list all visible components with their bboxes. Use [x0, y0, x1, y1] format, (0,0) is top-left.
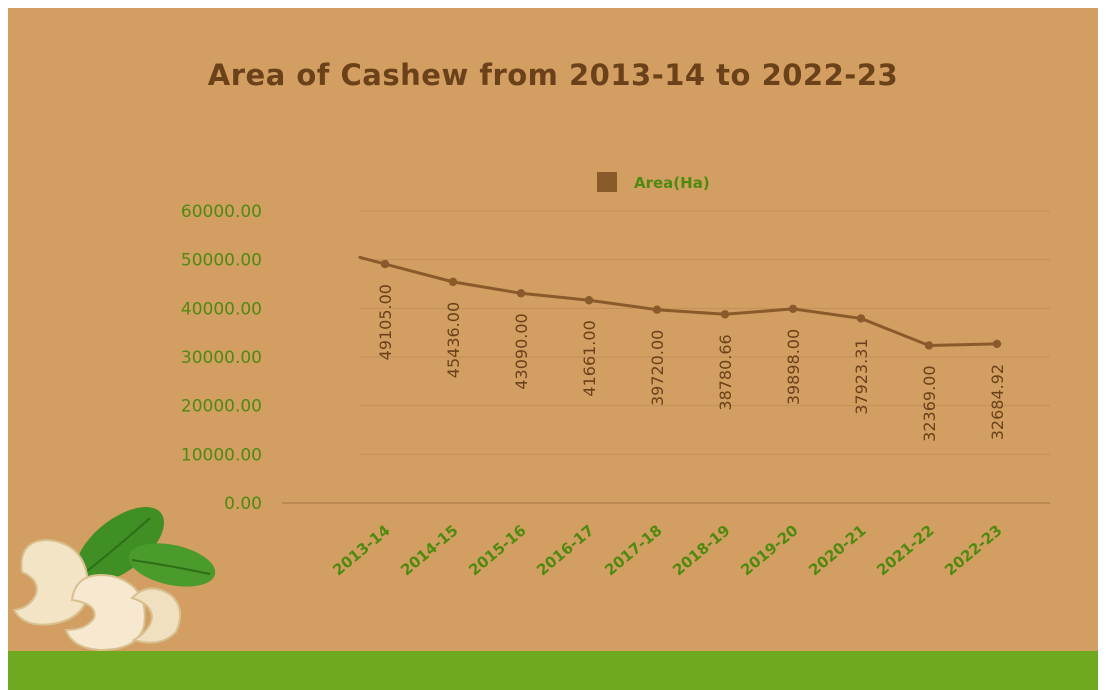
x-tick-label: 2016-17: [533, 521, 597, 579]
cashew-illustration: [12, 506, 216, 652]
x-tick-label: 2021-22: [873, 521, 937, 579]
data-point: [924, 341, 934, 350]
x-tick-label: 2015-16: [465, 521, 529, 579]
x-tick-label: 2022-23: [941, 521, 1005, 579]
y-tick-label: 60000.00: [181, 202, 262, 222]
chart-background-panel: [8, 8, 1098, 651]
x-tick-label: 2014-15: [397, 521, 461, 579]
data-point: [720, 310, 730, 319]
y-tick-label: 30000.00: [181, 348, 262, 368]
y-tick-label: 50000.00: [181, 251, 262, 271]
data-point: [584, 296, 594, 305]
x-tick-label: 2020-21: [805, 521, 869, 579]
data-label: 38780.66: [716, 334, 735, 410]
footer-band: [8, 651, 1098, 690]
y-axis-ticks: 0.00 10000.00 20000.00 30000.00 40000.00 5000…: [181, 202, 262, 514]
data-point: [992, 339, 1002, 349]
data-label: 45436.00: [444, 302, 463, 378]
chart-title: Area of Cashew from 2013-14 to 2022-23: [207, 58, 899, 92]
data-label: 32369.00: [920, 365, 939, 441]
y-tick-label: 20000.00: [181, 397, 262, 417]
data-point: [380, 259, 390, 269]
gridlines: [282, 210, 1050, 504]
legend-label: Area(Ha): [634, 174, 710, 192]
x-tick-label: 2019-20: [737, 521, 801, 579]
data-point: [856, 314, 866, 323]
data-label: 37923.31: [852, 338, 871, 414]
data-point: [448, 277, 458, 287]
y-tick-label: 0.00: [224, 494, 262, 514]
data-label: 39898.00: [784, 329, 803, 405]
x-tick-label: 2017-18: [601, 521, 665, 579]
legend: Area(Ha): [597, 172, 710, 192]
data-point: [516, 289, 526, 298]
data-label: 41661.00: [580, 320, 599, 396]
data-point: [788, 304, 798, 314]
data-label: 43090.00: [512, 313, 531, 389]
x-tick-label: 2013-14: [329, 521, 393, 579]
x-tick-label: 2018-19: [669, 521, 733, 579]
y-tick-label: 40000.00: [181, 299, 262, 319]
data-label: 39720.00: [648, 330, 667, 406]
data-point: [652, 305, 662, 314]
y-tick-label: 10000.00: [181, 445, 262, 465]
x-axis-ticks: 2013-14 2014-15 2015-16 2016-17 2017-18 2018-…: [329, 521, 1005, 579]
data-labels: 49105.00 45436.00 43090.00 41661.00 39720.00…: [376, 284, 1007, 442]
data-points: [380, 259, 1002, 350]
legend-swatch: [597, 172, 617, 192]
data-label: 49105.00: [376, 284, 395, 360]
data-label: 32684.92: [988, 364, 1007, 440]
